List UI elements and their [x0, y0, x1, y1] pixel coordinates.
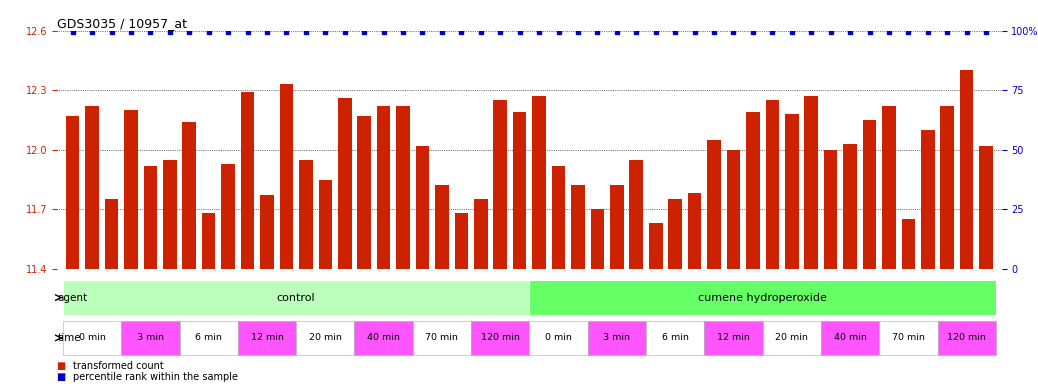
Text: percentile rank within the sample: percentile rank within the sample — [73, 372, 238, 382]
Text: time: time — [58, 333, 81, 343]
Text: 6 min: 6 min — [195, 333, 222, 343]
Bar — [785, 114, 798, 269]
Bar — [843, 144, 857, 269]
Text: 40 min: 40 min — [367, 333, 400, 343]
Text: control: control — [277, 293, 316, 303]
Bar — [474, 199, 488, 269]
FancyBboxPatch shape — [646, 321, 705, 355]
Bar — [125, 110, 138, 269]
FancyBboxPatch shape — [180, 321, 238, 355]
FancyBboxPatch shape — [63, 280, 529, 315]
Bar — [435, 185, 448, 269]
Text: 70 min: 70 min — [892, 333, 925, 343]
Bar — [902, 219, 916, 269]
FancyBboxPatch shape — [588, 321, 646, 355]
Bar — [85, 106, 99, 269]
Bar — [201, 213, 216, 269]
Text: 0 min: 0 min — [79, 333, 106, 343]
Bar — [105, 199, 118, 269]
Bar — [688, 194, 702, 269]
Text: 20 min: 20 min — [775, 333, 809, 343]
Bar — [319, 179, 332, 269]
Bar — [863, 120, 876, 269]
FancyBboxPatch shape — [471, 321, 529, 355]
FancyBboxPatch shape — [413, 321, 471, 355]
Bar — [221, 164, 235, 269]
Bar — [377, 106, 390, 269]
Text: 120 min: 120 min — [948, 333, 986, 343]
Bar — [183, 122, 196, 269]
Bar — [261, 195, 274, 269]
FancyBboxPatch shape — [354, 321, 413, 355]
Bar — [707, 140, 720, 269]
FancyBboxPatch shape — [937, 321, 995, 355]
FancyBboxPatch shape — [296, 321, 354, 355]
Bar — [338, 98, 352, 269]
FancyBboxPatch shape — [821, 321, 879, 355]
Text: 12 min: 12 min — [250, 333, 283, 343]
FancyBboxPatch shape — [529, 280, 995, 315]
Bar — [921, 130, 934, 269]
Bar — [766, 100, 780, 269]
Text: agent: agent — [58, 293, 88, 303]
Bar — [610, 185, 624, 269]
Text: 12 min: 12 min — [717, 333, 749, 343]
Text: 3 min: 3 min — [137, 333, 164, 343]
FancyBboxPatch shape — [763, 321, 821, 355]
Text: 3 min: 3 min — [603, 333, 630, 343]
Bar — [824, 150, 838, 269]
Text: 120 min: 120 min — [481, 333, 520, 343]
Text: transformed count: transformed count — [73, 361, 163, 371]
Bar — [357, 116, 371, 269]
FancyBboxPatch shape — [121, 321, 180, 355]
Bar — [552, 166, 566, 269]
Text: GDS3035 / 10957_at: GDS3035 / 10957_at — [57, 17, 187, 30]
Bar — [513, 112, 526, 269]
Text: cumene hydroperoxide: cumene hydroperoxide — [699, 293, 827, 303]
Bar — [299, 160, 312, 269]
Text: 20 min: 20 min — [309, 333, 342, 343]
Text: ■: ■ — [57, 361, 70, 371]
Bar — [629, 160, 644, 269]
Bar — [649, 223, 662, 269]
Bar — [668, 199, 682, 269]
Bar — [415, 146, 430, 269]
Text: 0 min: 0 min — [545, 333, 572, 343]
Bar — [960, 70, 974, 269]
Bar — [940, 106, 954, 269]
Bar — [65, 116, 80, 269]
Bar — [532, 96, 546, 269]
Bar — [163, 160, 176, 269]
FancyBboxPatch shape — [879, 321, 937, 355]
Bar — [397, 106, 410, 269]
Text: 40 min: 40 min — [834, 333, 867, 343]
FancyBboxPatch shape — [705, 321, 763, 355]
FancyBboxPatch shape — [529, 321, 588, 355]
Bar — [591, 209, 604, 269]
Text: 6 min: 6 min — [661, 333, 688, 343]
Bar — [241, 92, 254, 269]
Bar — [571, 185, 584, 269]
Bar — [143, 166, 157, 269]
Bar — [979, 146, 993, 269]
Bar — [804, 96, 818, 269]
FancyBboxPatch shape — [63, 321, 121, 355]
Text: ■: ■ — [57, 372, 70, 382]
Bar — [746, 112, 760, 269]
Bar — [882, 106, 896, 269]
Bar — [493, 100, 507, 269]
Bar — [727, 150, 740, 269]
Bar — [279, 84, 294, 269]
Text: 70 min: 70 min — [426, 333, 459, 343]
Bar — [455, 213, 468, 269]
FancyBboxPatch shape — [238, 321, 296, 355]
